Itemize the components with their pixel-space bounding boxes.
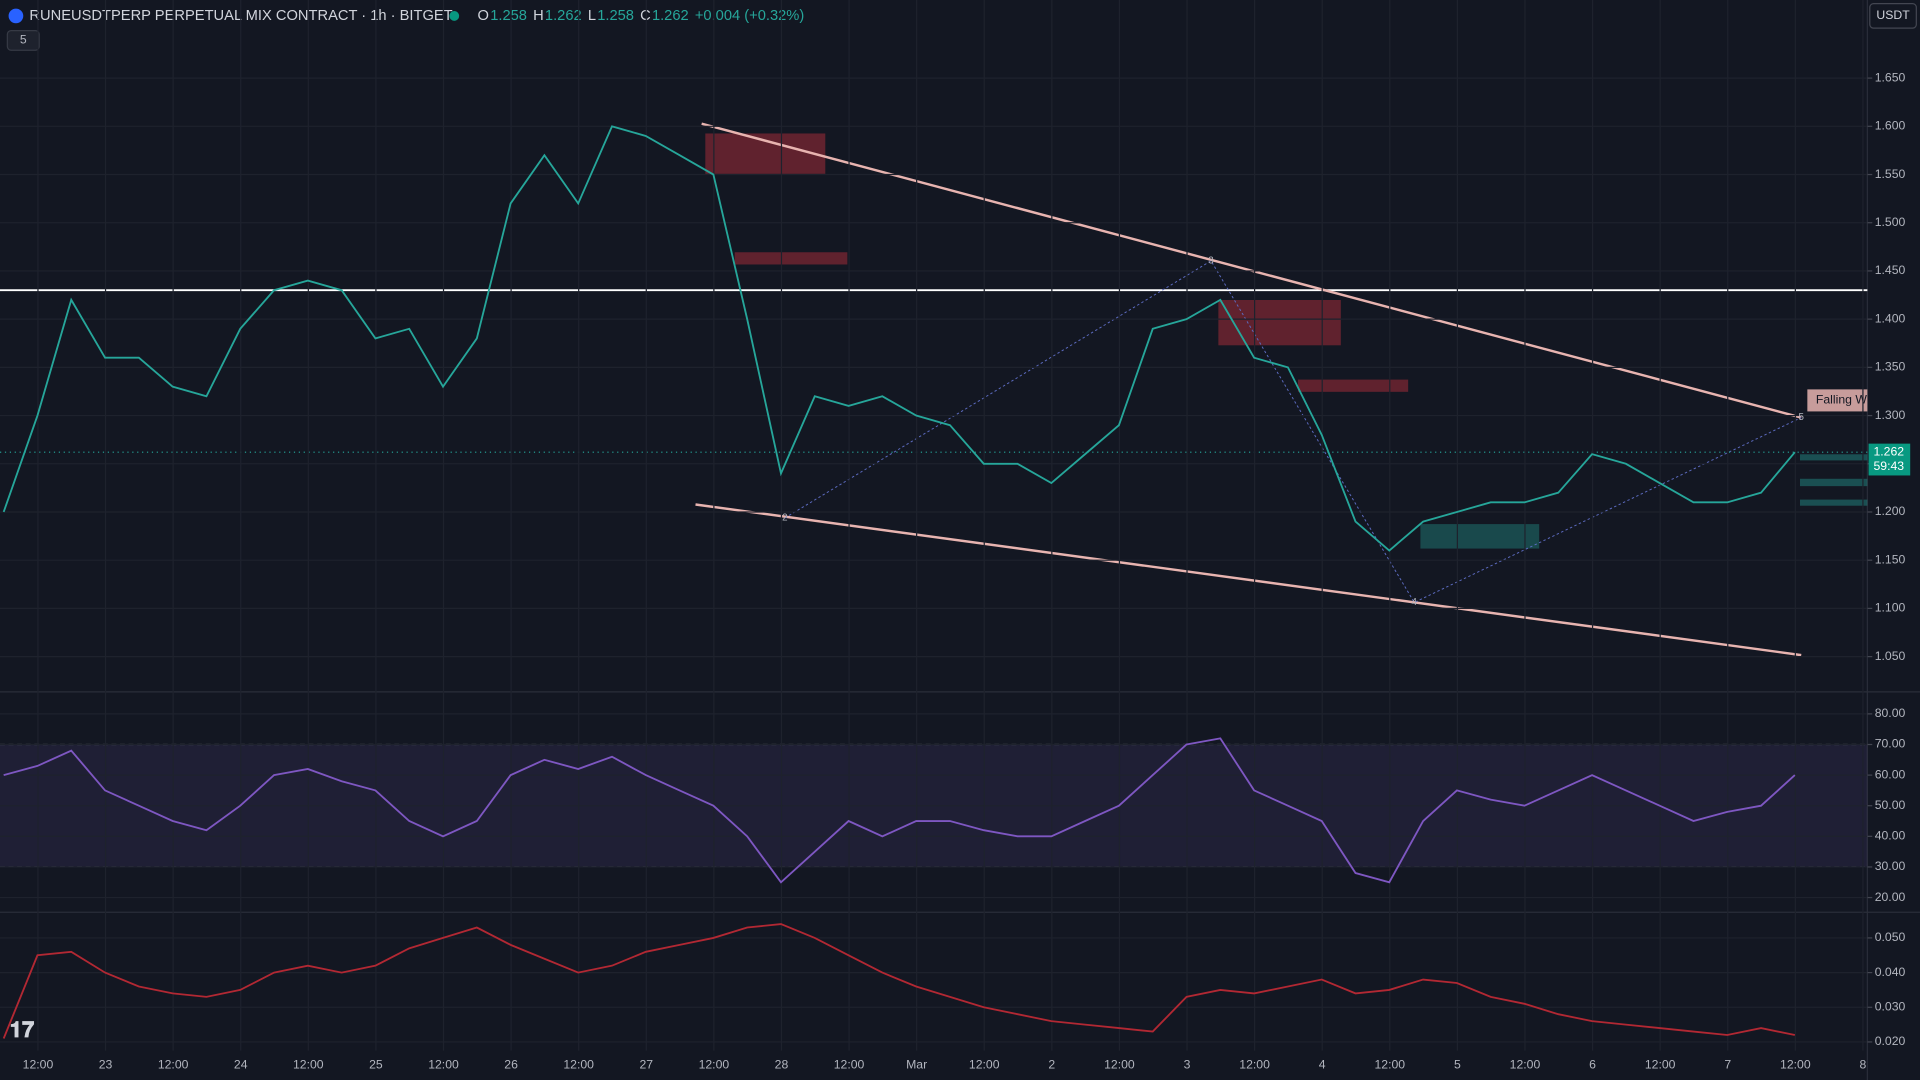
y-tick-label: 0.030 — [1875, 1000, 1906, 1014]
y-tick-label: 1.400 — [1875, 311, 1906, 325]
x-tick-label: 12:00 — [293, 1058, 324, 1072]
ohlc-value: 1.262 — [652, 8, 689, 24]
x-tick-label: 6 — [1589, 1058, 1596, 1072]
ohlc-value: 1.258 — [597, 8, 634, 24]
demand-zone — [1800, 499, 1868, 506]
x-tick-label: 12:00 — [1510, 1058, 1541, 1072]
x-tick-label: 12:00 — [1645, 1058, 1676, 1072]
x-tick-label: 12:00 — [1780, 1058, 1811, 1072]
x-tick-label: 3 — [1184, 1058, 1191, 1072]
price-change: +0.004 (+0.32%) — [695, 8, 804, 24]
ohlc-key: O — [478, 8, 489, 24]
y-tick-label: 1.500 — [1875, 215, 1906, 229]
ohlc-group: O 1.258 H 1.262 L 1.258 C 1.262 +0.004 (+0.32%) — [478, 8, 805, 24]
x-tick-label: 4 — [1319, 1058, 1326, 1072]
wave-label: 2 — [782, 513, 787, 524]
x-tick-label: 12:00 — [1239, 1058, 1270, 1072]
y-tick-label: 60.00 — [1875, 767, 1906, 781]
currency-button[interactable] — [1869, 3, 1917, 29]
wedge-lower-line — [695, 503, 1802, 657]
x-tick-label: 5 — [1454, 1058, 1461, 1072]
last-price-tag — [1868, 443, 1911, 476]
ohlc-value: 1.258 — [490, 8, 527, 24]
annotation: Falling W — [1816, 393, 1867, 407]
y-tick-label: 1.150 — [1875, 552, 1906, 566]
y-tick-label: 1.650 — [1875, 70, 1906, 84]
symbol-icon — [8, 8, 24, 24]
y-tick-label: 0.050 — [1875, 930, 1906, 944]
demand-zone — [1800, 454, 1868, 461]
annotation-box — [1807, 389, 1868, 412]
wave-label: 3 — [1208, 255, 1214, 266]
x-tick-label: 25 — [369, 1058, 383, 1072]
ohlc-key: H — [533, 8, 544, 24]
y-tick-label: 20.00 — [1875, 890, 1906, 904]
x-tick-label: 12:00 — [563, 1058, 594, 1072]
x-tick-label: 7 — [1724, 1058, 1731, 1072]
y-tick-label: 40.00 — [1875, 829, 1906, 843]
x-tick-label: 12:00 — [23, 1058, 54, 1072]
supply-zone — [734, 252, 848, 265]
countdown: 59:43 — [1873, 459, 1904, 473]
indicator-count[interactable]: 5 — [20, 33, 27, 47]
x-tick-label: 24 — [234, 1058, 248, 1072]
x-tick-label: 27 — [639, 1058, 653, 1072]
y-tick-label: 1.300 — [1875, 408, 1906, 422]
y-tick-label: 1.600 — [1875, 119, 1906, 133]
series-line — [3, 737, 1796, 884]
demand-zone — [1800, 478, 1868, 487]
y-tick-label: 1.550 — [1875, 167, 1906, 181]
status-dot — [449, 11, 460, 21]
y-tick-label: 80.00 — [1875, 706, 1906, 720]
indicator-toggle[interactable] — [6, 30, 40, 51]
wave-label: 5 — [1798, 412, 1804, 423]
currency-label[interactable]: USDT — [1876, 8, 1910, 22]
x-tick-label: 23 — [99, 1058, 113, 1072]
x-tick-label: 12:00 — [834, 1058, 865, 1072]
x-tick-label: 26 — [504, 1058, 518, 1072]
y-tick-label: 1.050 — [1875, 649, 1906, 663]
x-tick-label: 28 — [775, 1058, 789, 1072]
series-line — [2, 923, 1796, 1039]
y-tick-label: 1.350 — [1875, 360, 1906, 374]
demand-zone — [1420, 524, 1540, 549]
wave-path — [784, 260, 1802, 604]
logo: 𝟏𝟕 — [10, 1017, 35, 1042]
y-tick-label: 30.00 — [1875, 859, 1906, 873]
x-tick-label: 12:00 — [158, 1058, 189, 1072]
last-price-label: 1.262 — [1873, 444, 1904, 458]
supply-zone — [1218, 300, 1341, 346]
ohlc-key: L — [588, 8, 596, 24]
x-tick-label: 12:00 — [699, 1058, 730, 1072]
wave-label: 4 — [1412, 597, 1418, 608]
y-tick-label: 1.200 — [1875, 504, 1906, 518]
y-tick-label: 70.00 — [1875, 737, 1906, 751]
y-tick-label: 1.450 — [1875, 263, 1906, 277]
ohlc-value: 1.262 — [545, 8, 582, 24]
x-tick-label: 8 — [1860, 1058, 1867, 1072]
x-tick-label: 2 — [1048, 1058, 1055, 1072]
x-tick-label: 12:00 — [428, 1058, 459, 1072]
y-tick-label: 1.100 — [1875, 601, 1906, 615]
y-tick-label: 0.040 — [1875, 965, 1906, 979]
x-tick-label: 12:00 — [1104, 1058, 1135, 1072]
ohlc-key: C — [640, 8, 651, 24]
x-tick-label: 12:00 — [969, 1058, 1000, 1072]
series-line — [2, 125, 1796, 552]
supply-zone — [1297, 379, 1409, 392]
y-tick-label: 0.020 — [1875, 1034, 1906, 1048]
x-tick-label: Mar — [906, 1058, 927, 1072]
y-tick-label: 50.00 — [1875, 798, 1906, 812]
x-tick-label: 12:00 — [1374, 1058, 1405, 1072]
